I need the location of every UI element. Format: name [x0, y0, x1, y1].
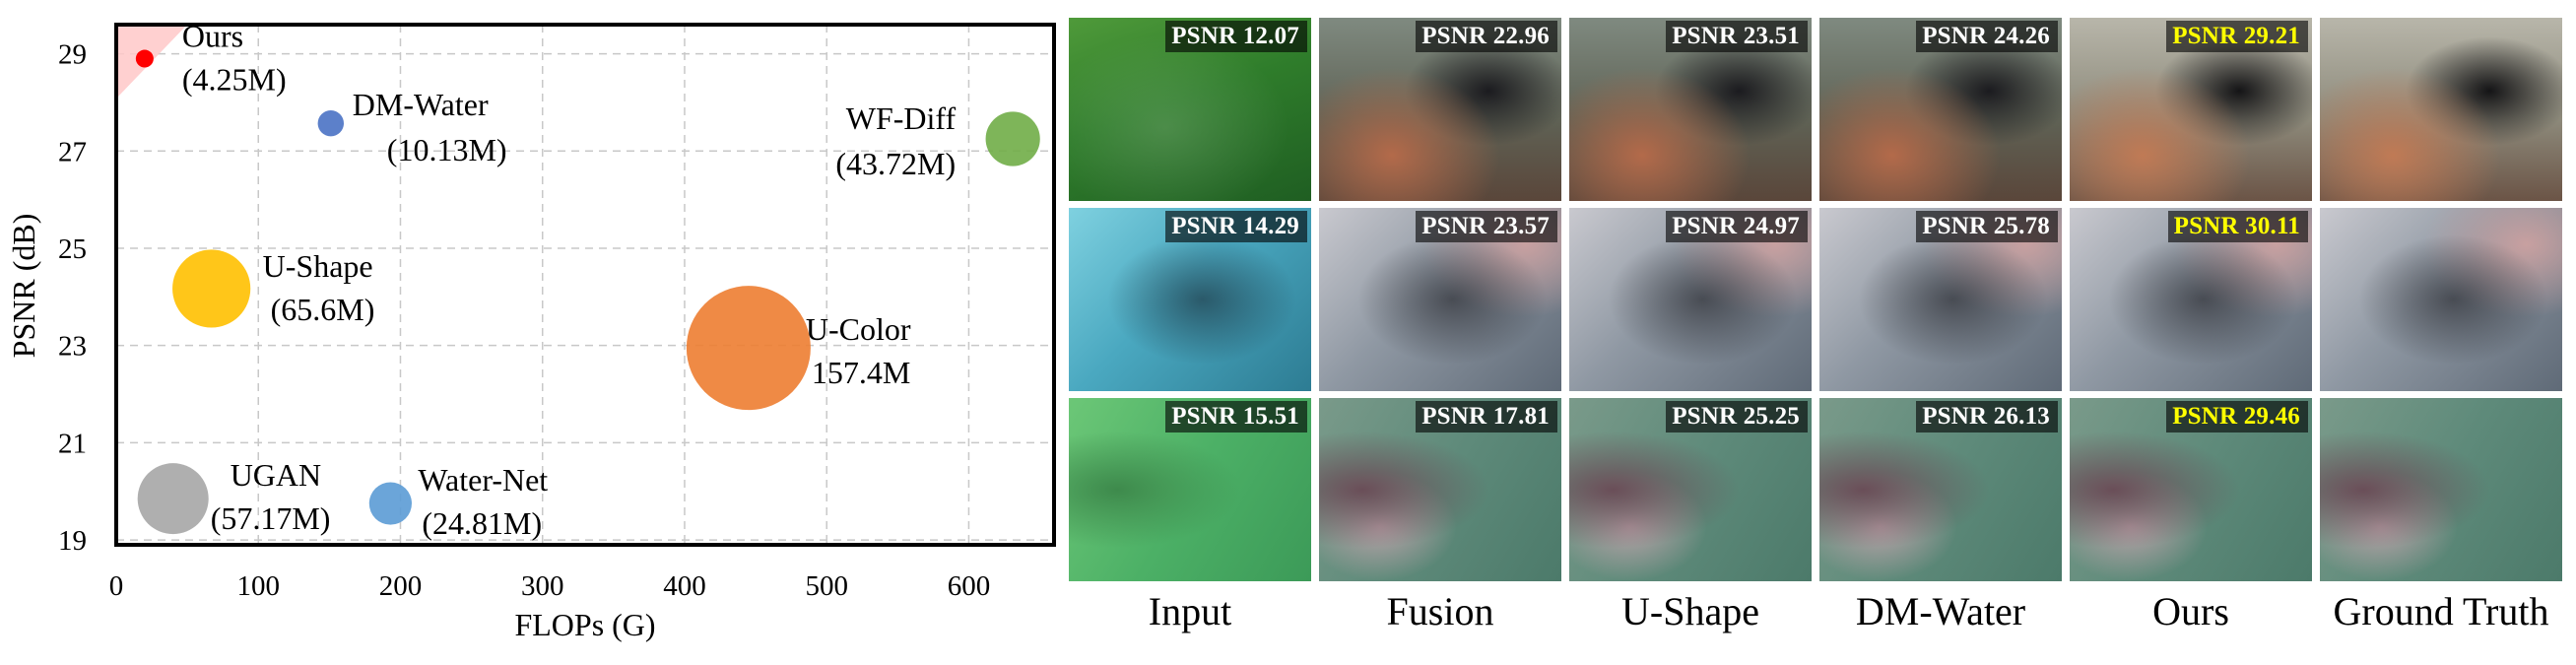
point-params-ugan: (57.17M): [211, 500, 331, 536]
psnr-label: PSNR 29.46: [2166, 401, 2308, 432]
psnr-label: PSNR 12.07: [1165, 21, 1307, 52]
point-params-ours: (4.25M): [182, 62, 287, 98]
comparison-image-u-shape-row2: PSNR 24.97: [1569, 208, 1812, 391]
x-tick-label: 400: [663, 570, 706, 602]
psnr-label: PSNR 30.11: [2167, 211, 2308, 242]
y-tick-label: 29: [58, 39, 87, 71]
comparison-image-ours-row2: PSNR 30.11: [2070, 208, 2312, 391]
psnr-label: PSNR 24.26: [1916, 21, 2058, 52]
plot-area-frame: [114, 23, 1056, 547]
point-params-u-color: 157.4M: [812, 355, 910, 390]
comparison-image-dm-water-row2: PSNR 25.78: [1819, 208, 2062, 391]
psnr-label: PSNR 26.13: [1916, 401, 2058, 432]
comparison-image-ours-row1: PSNR 29.21: [2070, 18, 2312, 201]
point-params-water-net: (24.81M): [422, 505, 542, 541]
y-axis-label: PSNR (dB): [6, 214, 41, 359]
comparison-image-input-row1: PSNR 12.07: [1069, 18, 1311, 201]
point-dm-water: [317, 109, 345, 137]
point-u-color: [686, 286, 811, 411]
x-axis-label: FLOPs (G): [514, 607, 655, 642]
psnr-label: PSNR 25.78: [1916, 211, 2058, 242]
x-tick-label: 600: [948, 570, 991, 602]
chart-gridlines: [116, 25, 1054, 545]
underwater-photo: [2320, 398, 2562, 581]
comparison-image-u-shape-row3: PSNR 25.25: [1569, 398, 1812, 581]
psnr-label: PSNR 15.51: [1165, 401, 1307, 432]
point-water-net: [368, 482, 412, 525]
x-tick-label: 200: [379, 570, 423, 602]
column-title-u-shape: U-Shape: [1621, 589, 1759, 633]
point-label-u-color: U-Color: [806, 311, 911, 347]
point-wf-diff: [985, 111, 1040, 166]
psnr-label: PSNR 29.21: [2166, 21, 2308, 52]
psnr-label: PSNR 25.25: [1666, 401, 1808, 432]
comparison-image-ground-truth-row2: [2320, 208, 2562, 391]
x-tick-label: 300: [521, 570, 564, 602]
point-label-u-shape: U-Shape: [263, 248, 373, 284]
column-title-dm-water: DM-Water: [1855, 589, 2026, 633]
psnr-label: PSNR 23.51: [1666, 21, 1808, 52]
x-tick-label: 100: [236, 570, 280, 602]
point-ours: [135, 49, 154, 68]
point-params-u-shape: (65.6M): [271, 292, 375, 327]
flops-psnr-scatter-chart: Ours(4.25M)DM-Water(10.13M)WF-Diff(43.72…: [6, 19, 1056, 642]
comparison-image-dm-water-row1: PSNR 24.26: [1819, 18, 2062, 201]
comparison-image-ground-truth-row1: [2320, 18, 2562, 201]
x-tick-label: 500: [805, 570, 848, 602]
comparison-image-fusion-row1: PSNR 22.96: [1319, 18, 1561, 201]
column-title-input: Input: [1148, 589, 1232, 633]
psnr-label: PSNR 17.81: [1416, 401, 1557, 432]
point-u-shape: [172, 249, 251, 328]
column-title-ours: Ours: [2152, 589, 2229, 633]
point-label-ugan: UGAN: [231, 457, 321, 493]
point-ugan: [137, 463, 209, 535]
column-title-fusion: Fusion: [1386, 589, 1494, 633]
comparison-image-ground-truth-row3: [2320, 398, 2562, 581]
underwater-photo: [2320, 208, 2562, 391]
comparison-image-fusion-row3: PSNR 17.81: [1319, 398, 1561, 581]
comparison-image-input-row3: PSNR 15.51: [1069, 398, 1311, 581]
y-tick-label: 27: [58, 136, 87, 167]
qualitative-comparison-grid: PSNR 12.07 PSNR 22.96 PSNR 23.51 PSNR 24.26…: [1069, 18, 2576, 648]
psnr-label: PSNR 23.57: [1416, 211, 1557, 242]
point-label-dm-water: DM-Water: [353, 87, 489, 122]
psnr-label: PSNR 14.29: [1165, 211, 1307, 242]
point-label-wf-diff: WF-Diff: [846, 100, 957, 136]
comparison-image-u-shape-row1: PSNR 23.51: [1569, 18, 1812, 201]
point-params-dm-water: (10.13M): [387, 132, 507, 167]
x-tick-label: 0: [109, 570, 124, 602]
column-title-ground-truth: Ground Truth: [2333, 589, 2549, 633]
point-label-water-net: Water-Net: [418, 462, 548, 498]
comparison-image-ours-row3: PSNR 29.46: [2070, 398, 2312, 581]
y-tick-label: 25: [58, 233, 87, 265]
y-tick-label: 23: [58, 331, 87, 363]
comparison-image-dm-water-row3: PSNR 26.13: [1819, 398, 2062, 581]
psnr-label: PSNR 24.97: [1666, 211, 1808, 242]
point-params-wf-diff: (43.72M): [835, 146, 956, 181]
psnr-label: PSNR 22.96: [1416, 21, 1557, 52]
comparison-image-input-row2: PSNR 14.29: [1069, 208, 1311, 391]
comparison-image-fusion-row2: PSNR 23.57: [1319, 208, 1561, 391]
underwater-photo: [2320, 18, 2562, 201]
y-tick-label: 19: [58, 525, 87, 557]
y-tick-label: 21: [58, 428, 87, 459]
